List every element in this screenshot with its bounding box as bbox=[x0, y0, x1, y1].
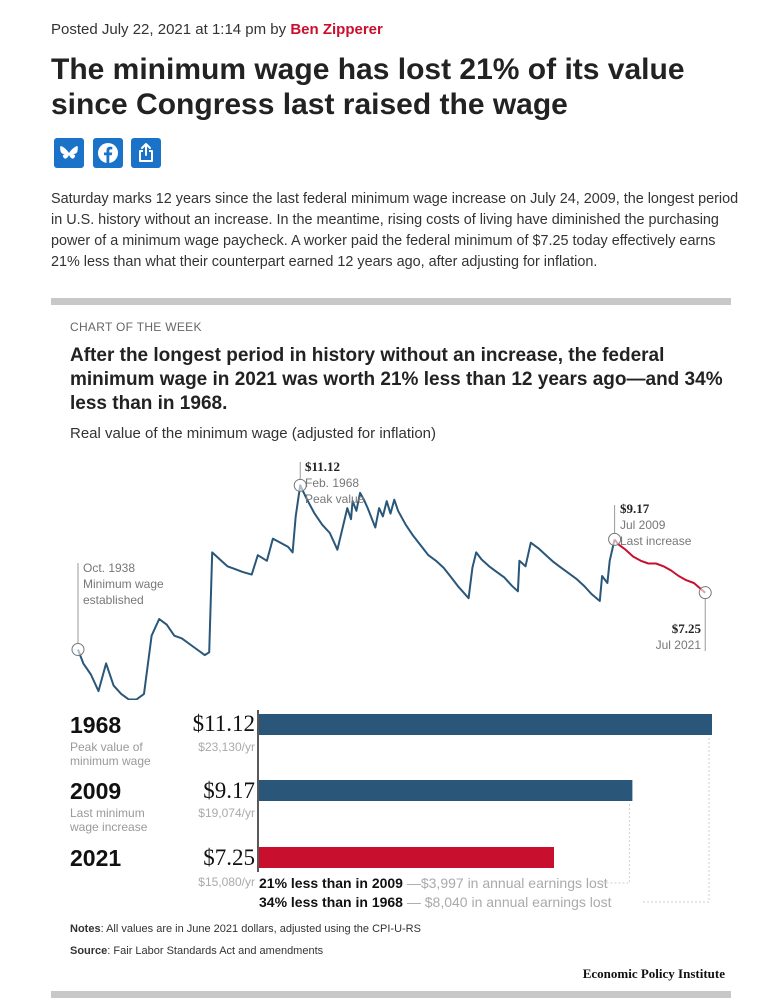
byline-prefix: Posted July 22, 2021 at 1:14 pm by bbox=[51, 21, 287, 38]
line-chart bbox=[71, 462, 712, 700]
source-label: Source bbox=[70, 945, 108, 957]
annotation-2009-date: Jul 2009 bbox=[620, 518, 666, 532]
source-text: : Fair Labor Standards Act and amendment… bbox=[107, 945, 324, 957]
annotation-2021: $7.25 Jul 2021 bbox=[656, 621, 701, 653]
intro-paragraph: Saturday marks 12 years since the last f… bbox=[51, 191, 739, 270]
bluesky-share-button[interactable] bbox=[54, 138, 84, 168]
annotation-2009: $9.17 Jul 2009 Last increase bbox=[620, 501, 691, 549]
comparison-2009-sep: — bbox=[402, 875, 421, 891]
comparison-2009-text: 21% less than in 2009 bbox=[259, 875, 403, 891]
bar-annual-1968: $23,130/yr bbox=[198, 740, 255, 754]
chart-source: Source: Fair Labor Standards Act and ame… bbox=[70, 945, 323, 957]
annotation-2009-note: Last increase bbox=[620, 534, 692, 548]
bar-year-2009: 2009 bbox=[70, 778, 122, 804]
marker-2009 bbox=[608, 532, 622, 546]
annotation-1938: Oct. 1938 Minimum wage established bbox=[83, 560, 183, 608]
page-title: The minimum wage has lost 21% of its val… bbox=[51, 53, 685, 121]
comparison-1968-sep: — bbox=[402, 894, 425, 910]
facebook-icon bbox=[98, 143, 118, 163]
series-line-historical bbox=[77, 484, 616, 700]
bar-annual-2009: $19,074/yr bbox=[198, 806, 255, 820]
comparison-2009-lost: $3,997 in annual earnings lost bbox=[420, 875, 608, 891]
publisher-credit: Economic Policy Institute bbox=[582, 966, 725, 981]
bar-1968 bbox=[259, 714, 712, 735]
bar-year-2021: 2021 bbox=[70, 845, 122, 871]
chart-notes: Notes: All values are in June 2021 dolla… bbox=[70, 923, 421, 935]
annotation-1968-date: Feb. 1968 bbox=[305, 476, 360, 490]
marker-2021 bbox=[698, 586, 712, 600]
bar-year-1968: 1968 bbox=[70, 712, 122, 738]
marker-1968 bbox=[293, 478, 307, 492]
bar-value-2009: $9.17 bbox=[203, 778, 255, 803]
comparison-1968-text: 34% less than in 1968 bbox=[259, 894, 403, 910]
bar-desc-1968: Peak value of minimum wage bbox=[70, 740, 151, 768]
bar-2009 bbox=[259, 780, 633, 801]
chart-subtitle: Real value of the minimum wage (adjusted… bbox=[70, 425, 437, 442]
annotation-1938-date: Oct. 1938 bbox=[83, 561, 136, 575]
notes-label: Notes bbox=[70, 923, 101, 935]
annotation-1968-note: Peak value bbox=[305, 492, 365, 506]
chart-kicker: CHART OF THE WEEK bbox=[70, 320, 202, 334]
chart-title: After the longest period in history with… bbox=[70, 345, 723, 414]
share-icon bbox=[139, 143, 153, 162]
annotation-1938-note: Minimum wage established bbox=[83, 577, 164, 607]
annotation-1968: $11.12 Feb. 1968 Peak value bbox=[305, 459, 364, 507]
chart-bottom-divider bbox=[51, 991, 731, 998]
series-line-since-2009 bbox=[613, 538, 706, 594]
comparison-1968-lost: $8,040 in annual earnings lost bbox=[424, 894, 612, 910]
comparison-1968: 34% less than in 1968 — $8,040 in annual… bbox=[259, 894, 612, 910]
bluesky-icon bbox=[60, 146, 78, 159]
bar-value-1968: $11.12 bbox=[192, 711, 255, 736]
share-button[interactable] bbox=[131, 138, 161, 168]
annotation-2021-date: Jul 2021 bbox=[655, 638, 701, 652]
bar-value-2021: $7.25 bbox=[203, 845, 255, 870]
comparison-2009: 21% less than in 2009 —$3,997 in annual … bbox=[259, 875, 608, 891]
annotation-2021-value: $7.25 bbox=[671, 621, 701, 636]
bar-chart bbox=[257, 710, 712, 903]
notes-text: : All values are in June 2021 dollars, a… bbox=[100, 923, 421, 935]
connector-2009 bbox=[602, 804, 630, 884]
marker-1938 bbox=[71, 643, 85, 657]
chart-top-divider bbox=[51, 298, 731, 305]
bar-desc-2009: Last minimum wage increase bbox=[70, 806, 148, 834]
author-link[interactable]: Ben Zipperer bbox=[290, 21, 383, 38]
annotation-2009-value: $9.17 bbox=[620, 501, 650, 516]
facebook-share-button[interactable] bbox=[93, 138, 123, 168]
annotation-1968-value: $11.12 bbox=[305, 459, 341, 474]
byline: Posted July 22, 2021 at 1:14 pm by Ben Z… bbox=[51, 21, 383, 38]
bar-annual-2021: $15,080/yr bbox=[198, 875, 255, 889]
connector-1968 bbox=[642, 738, 710, 903]
bar-2021 bbox=[259, 847, 554, 868]
